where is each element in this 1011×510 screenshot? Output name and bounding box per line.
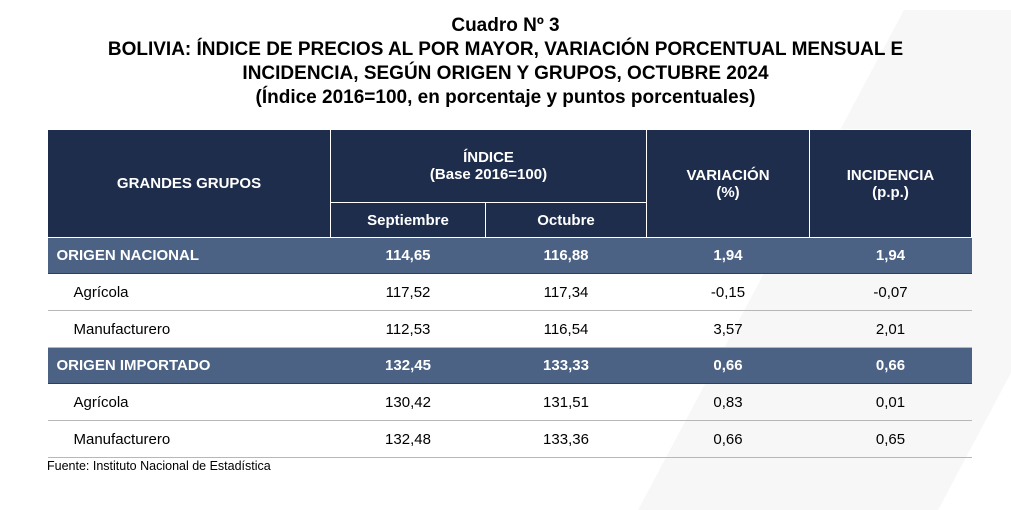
table-number: Cuadro Nº 3: [451, 15, 560, 36]
table-row: ORIGEN IMPORTADO 132,45 133,33 0,66 0,66: [47, 347, 972, 384]
cell-octubre: 116,54: [485, 310, 647, 348]
header-variacion: VARIACIÓN (%): [646, 129, 810, 238]
cell-octubre: 117,34: [485, 273, 647, 311]
cell-incidencia: -0,07: [809, 273, 972, 311]
table-row: Agrícola 117,52 117,34 -0,15 -0,07: [47, 273, 972, 311]
cell-octubre: 116,88: [485, 237, 647, 274]
cell-incidencia: 0,01: [809, 383, 972, 421]
header-septiembre: Septiembre: [330, 202, 486, 238]
cell-variacion: 3,57: [646, 310, 810, 348]
cell-variacion: 0,83: [646, 383, 810, 421]
header-incidencia: INCIDENCIA (p.p.): [809, 129, 972, 238]
cell-septiembre: 132,45: [330, 347, 486, 384]
header-octubre: Octubre: [485, 202, 647, 238]
cell-septiembre: 114,65: [330, 237, 486, 274]
cell-septiembre: 130,42: [330, 383, 486, 421]
price-index-table: GRANDES GRUPOS ÍNDICE (Base 2016=100) VA…: [47, 129, 972, 458]
cell-incidencia: 0,66: [809, 347, 972, 384]
cell-septiembre: 132,48: [330, 420, 486, 458]
row-label: Manufacturero: [47, 310, 331, 348]
row-label: Manufacturero: [47, 420, 331, 458]
cell-septiembre: 112,53: [330, 310, 486, 348]
cell-septiembre: 117,52: [330, 273, 486, 311]
header-grandes-grupos: GRANDES GRUPOS: [47, 129, 331, 238]
table-title-line-2: INCIDENCIA, SEGÚN ORIGEN Y GRUPOS, OCTUB…: [242, 63, 769, 84]
cell-incidencia: 0,65: [809, 420, 972, 458]
cell-incidencia: 2,01: [809, 310, 972, 348]
cell-octubre: 133,36: [485, 420, 647, 458]
table-title-block: Cuadro Nº 3 BOLIVIA: ÍNDICE DE PRECIOS A…: [0, 14, 1011, 110]
table-row: Manufacturero 132,48 133,36 0,66 0,65: [47, 420, 972, 458]
cell-octubre: 133,33: [485, 347, 647, 384]
row-label: ORIGEN NACIONAL: [47, 237, 331, 274]
table-row: Manufacturero 112,53 116,54 3,57 2,01: [47, 310, 972, 348]
cell-octubre: 131,51: [485, 383, 647, 421]
row-label: Agrícola: [47, 383, 331, 421]
table-title-line-1: BOLIVIA: ÍNDICE DE PRECIOS AL POR MAYOR,…: [107, 39, 904, 60]
cell-variacion: -0,15: [646, 273, 810, 311]
table-subtitle: (Índice 2016=100, en porcentaje y puntos…: [255, 87, 756, 108]
cell-incidencia: 1,94: [809, 237, 972, 274]
table-row: Agrícola 130,42 131,51 0,83 0,01: [47, 383, 972, 421]
cell-variacion: 1,94: [646, 237, 810, 274]
cell-variacion: 0,66: [646, 347, 810, 384]
row-label: Agrícola: [47, 273, 331, 311]
row-label: ORIGEN IMPORTADO: [47, 347, 331, 384]
source-note: Fuente: Instituto Nacional de Estadístic…: [47, 459, 271, 473]
table-row: ORIGEN NACIONAL 114,65 116,88 1,94 1,94: [47, 237, 972, 274]
header-indice: ÍNDICE (Base 2016=100): [330, 129, 647, 203]
cell-variacion: 0,66: [646, 420, 810, 458]
